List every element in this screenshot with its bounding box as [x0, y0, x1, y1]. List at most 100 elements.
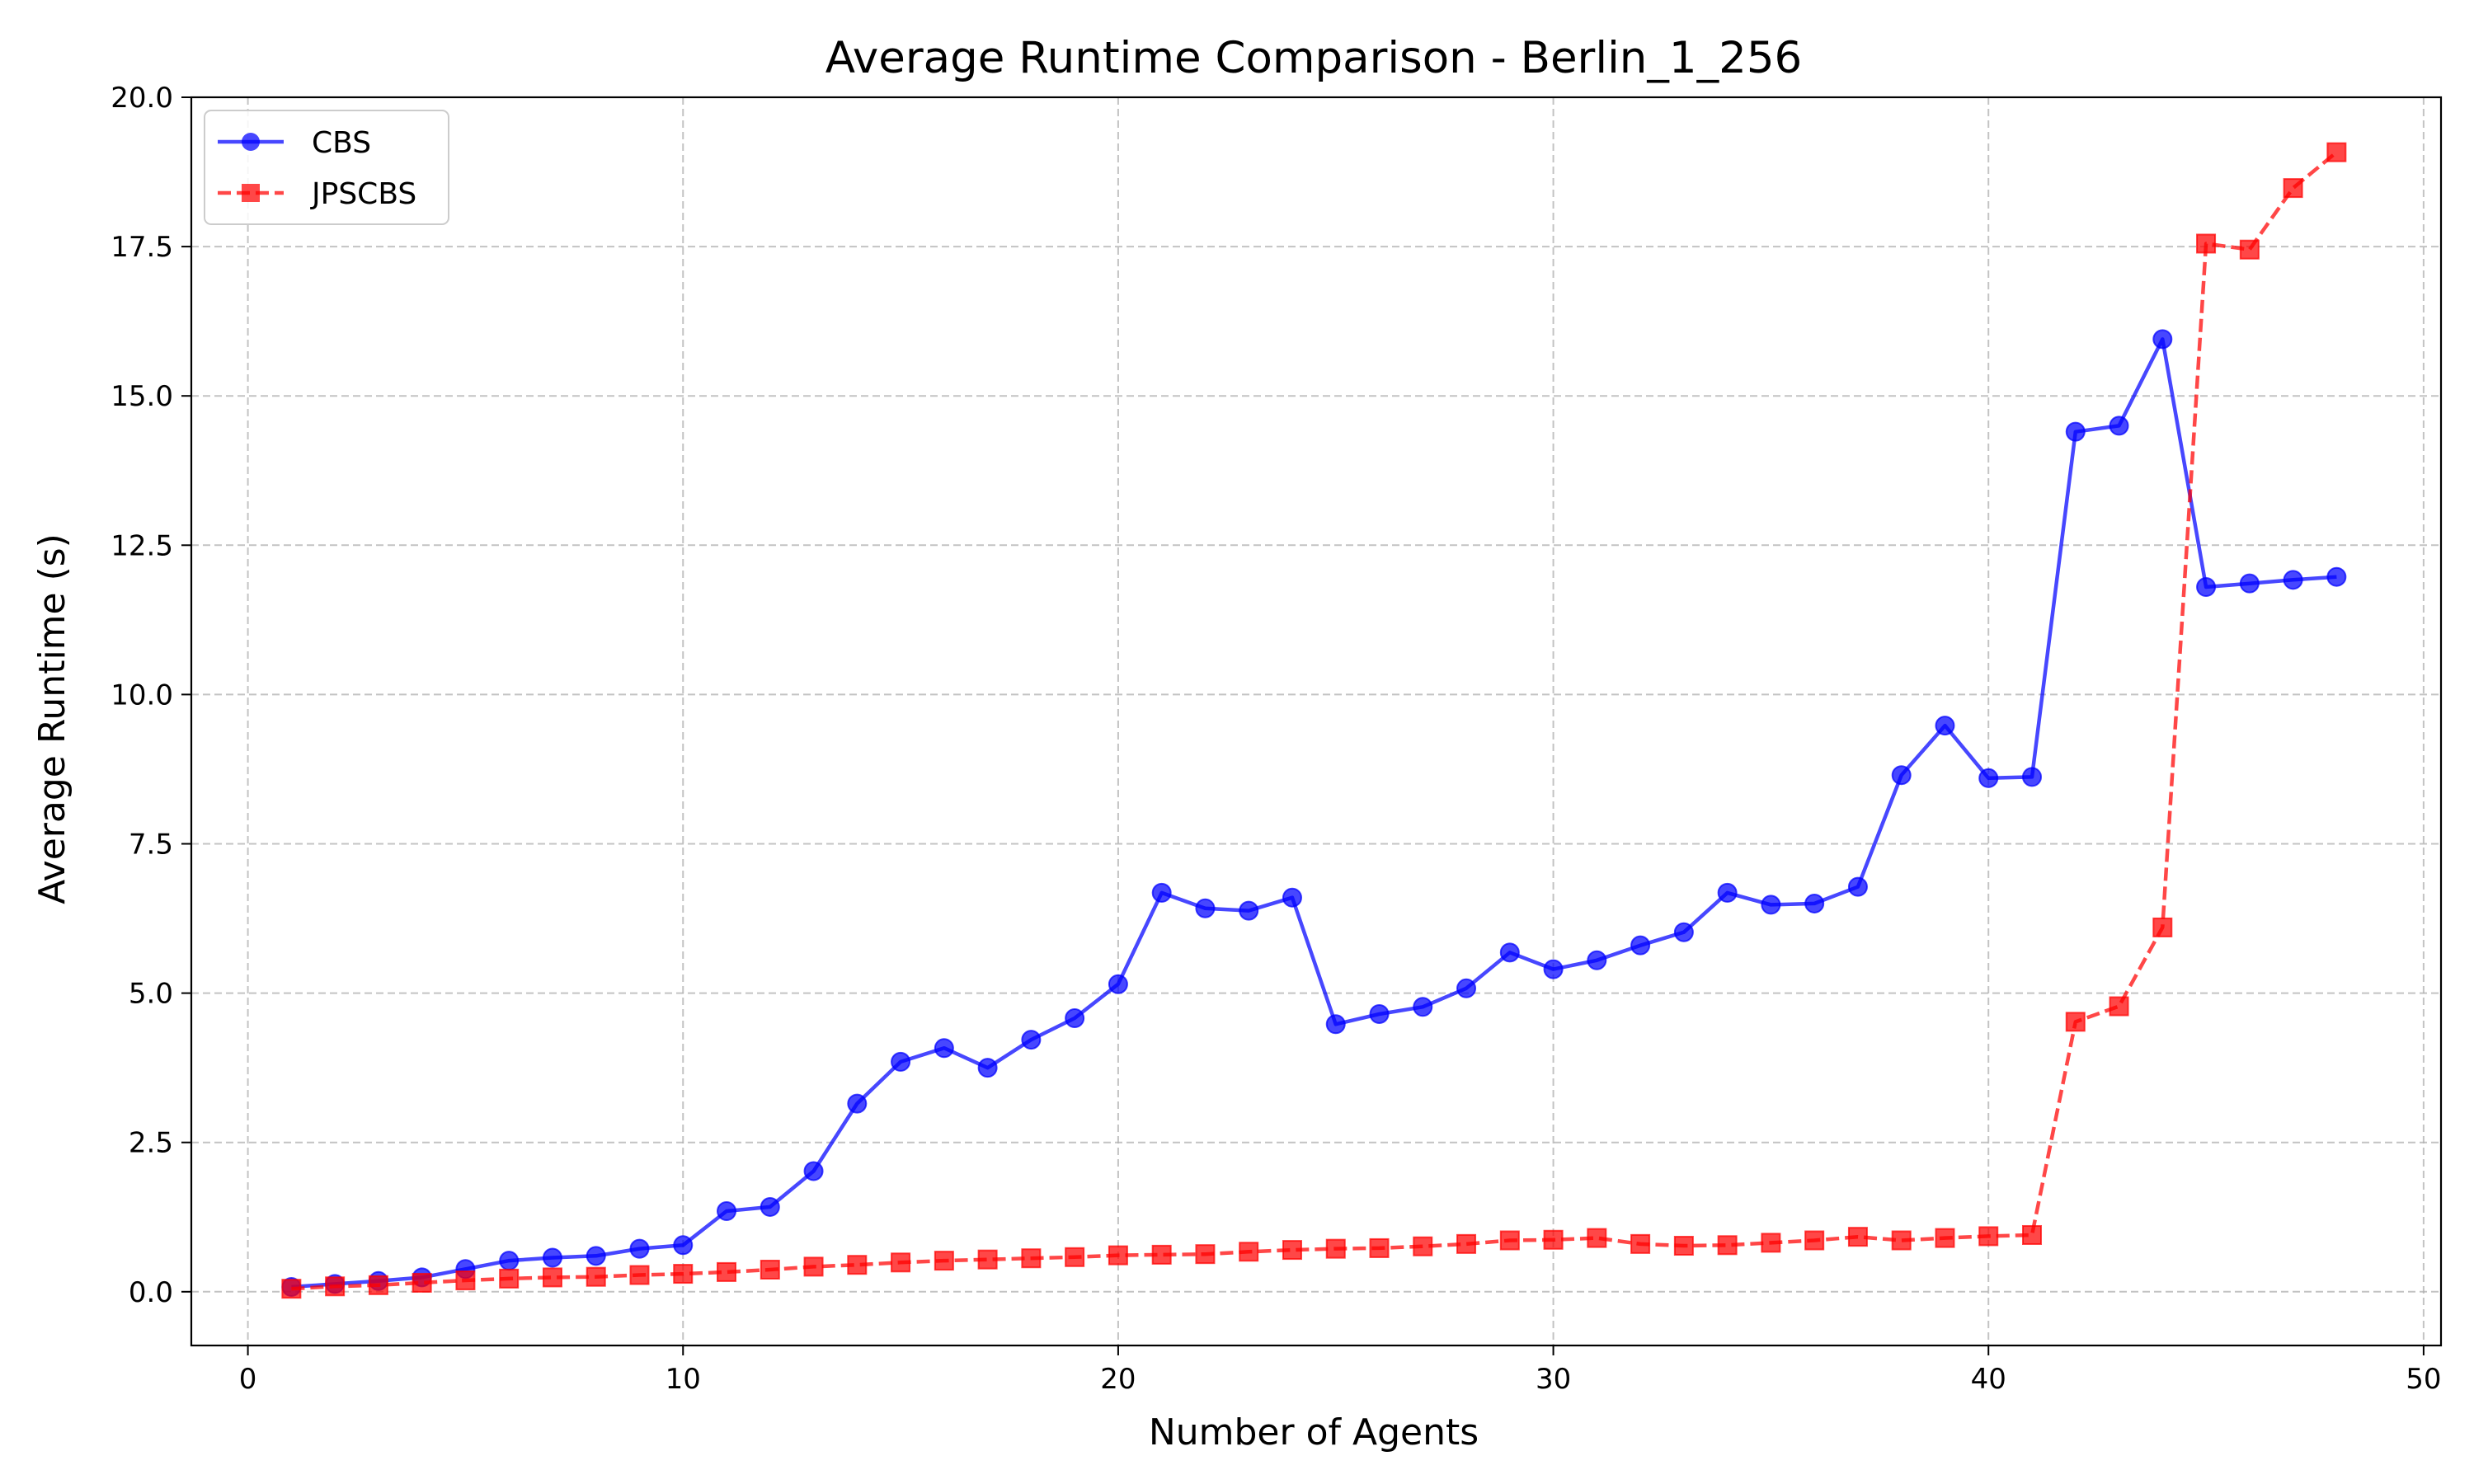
data-point-jpscbs: [1630, 1233, 1651, 1254]
data-point-jpscbs: [1804, 1230, 1825, 1251]
data-point-jpscbs: [891, 1252, 911, 1273]
data-point-jpscbs: [1543, 1229, 1564, 1250]
data-point-jpscbs: [847, 1255, 868, 1275]
legend-box: [204, 110, 449, 225]
data-point-cbs: [2283, 570, 2303, 590]
x-axis-title: Number of Agents: [1149, 1411, 1479, 1453]
data-point-jpscbs: [412, 1272, 432, 1293]
series-cbs: [281, 329, 2347, 1298]
y-tick-label: 0.0: [129, 1276, 173, 1309]
x-tick-label: 30: [1536, 1363, 1571, 1396]
series-line-cbs: [291, 337, 2337, 1289]
data-point-cbs: [1108, 974, 1128, 994]
data-point-jpscbs: [2196, 233, 2217, 254]
data-point-jpscbs: [1499, 1230, 1520, 1251]
data-point-cbs: [499, 1251, 520, 1271]
data-point-cbs: [847, 1093, 868, 1114]
chart-title: Average Runtime Comparison - Berlin_1_25…: [825, 33, 1803, 83]
y-tick-label: 15.0: [111, 380, 173, 413]
series-layer: [281, 142, 2347, 1299]
legend-label-jpscbs: JPSCBS: [310, 177, 416, 211]
data-point-jpscbs: [934, 1251, 954, 1271]
data-point-jpscbs: [281, 1279, 302, 1299]
data-point-jpscbs: [977, 1249, 998, 1270]
data-point-cbs: [1239, 900, 1259, 921]
data-point-jpscbs: [2239, 239, 2260, 260]
x-tick-label: 10: [666, 1363, 701, 1396]
data-point-jpscbs: [2152, 917, 2173, 937]
data-point-jpscbs: [1282, 1240, 1302, 1261]
data-point-cbs: [1673, 922, 1694, 942]
data-point-cbs: [760, 1196, 780, 1217]
data-point-jpscbs: [1065, 1247, 1085, 1267]
data-point-cbs: [1151, 882, 1172, 903]
data-point-jpscbs: [455, 1270, 476, 1291]
data-point-cbs: [1065, 1008, 1085, 1029]
x-tick-label: 40: [1971, 1363, 2006, 1396]
data-point-cbs: [717, 1201, 737, 1222]
data-point-cbs: [2065, 421, 2086, 442]
data-point-jpscbs: [368, 1275, 388, 1295]
data-point-jpscbs: [1456, 1233, 1477, 1254]
x-tick-label: 0: [239, 1363, 257, 1396]
y-tick-label: 7.5: [129, 829, 173, 862]
data-point-cbs: [1891, 765, 1912, 786]
data-point-jpscbs: [1325, 1238, 1346, 1259]
data-point-cbs: [2152, 329, 2173, 350]
data-point-cbs: [1804, 893, 1825, 913]
data-point-jpscbs: [1587, 1228, 1607, 1248]
legend: CBS JPSCBS: [204, 110, 449, 225]
data-point-cbs: [629, 1238, 650, 1259]
data-point-cbs: [2326, 566, 2347, 587]
data-point-cbs: [891, 1051, 911, 1072]
data-point-cbs: [1282, 887, 1302, 908]
data-point-cbs: [803, 1161, 824, 1181]
data-point-cbs: [1543, 959, 1564, 979]
grid-lines: [191, 96, 2441, 1345]
data-point-jpscbs: [2065, 1012, 2086, 1032]
data-point-cbs: [1195, 898, 1216, 918]
data-point-cbs: [977, 1058, 998, 1078]
series-line-jpscbs: [291, 150, 2338, 1291]
data-point-jpscbs: [2022, 1224, 2042, 1245]
data-point-jpscbs: [1935, 1228, 1955, 1248]
y-axis-ticks: 0.0 2.5 5.0 7.5 10.0 12.5 15.0 17.5 20.0: [111, 82, 191, 1309]
x-tick-label: 20: [1100, 1363, 1136, 1396]
data-point-cbs: [1717, 882, 1738, 903]
y-tick-label: 10.0: [111, 679, 173, 711]
data-point-cbs: [542, 1247, 562, 1268]
data-point-cbs: [934, 1038, 954, 1059]
data-point-cbs: [1325, 1014, 1346, 1035]
data-point-jpscbs: [2283, 178, 2303, 199]
x-tick-label: 50: [2406, 1363, 2441, 1396]
data-point-cbs: [1021, 1030, 1042, 1050]
data-point-jpscbs: [803, 1256, 824, 1277]
data-point-cbs: [1499, 942, 1520, 963]
data-point-cbs: [1413, 997, 1433, 1017]
data-point-cbs: [1587, 950, 1607, 970]
data-point-jpscbs: [717, 1261, 737, 1282]
data-point-jpscbs: [1021, 1248, 1042, 1269]
data-point-jpscbs: [673, 1264, 694, 1284]
data-point-cbs: [1456, 978, 1477, 998]
data-point-jpscbs: [1978, 1226, 1999, 1247]
data-point-jpscbs: [1108, 1245, 1128, 1266]
data-point-cbs: [2109, 416, 2129, 436]
data-point-cbs: [2239, 573, 2260, 594]
data-point-cbs: [2022, 767, 2042, 787]
data-point-jpscbs: [586, 1266, 606, 1287]
y-tick-label: 20.0: [111, 82, 173, 115]
data-point-cbs: [1630, 935, 1651, 956]
data-point-jpscbs: [2326, 142, 2347, 162]
data-point-cbs: [673, 1235, 694, 1256]
legend-label-cbs: CBS: [312, 126, 371, 160]
data-point-jpscbs: [325, 1276, 346, 1297]
y-tick-label: 17.5: [111, 231, 173, 264]
data-point-jpscbs: [2109, 996, 2129, 1017]
data-point-jpscbs: [629, 1265, 650, 1285]
data-point-jpscbs: [1239, 1242, 1259, 1262]
y-tick-label: 5.0: [129, 978, 173, 1011]
data-point-jpscbs: [499, 1268, 520, 1289]
x-axis-ticks: 0 10 20 30 40 50: [239, 1345, 2442, 1396]
